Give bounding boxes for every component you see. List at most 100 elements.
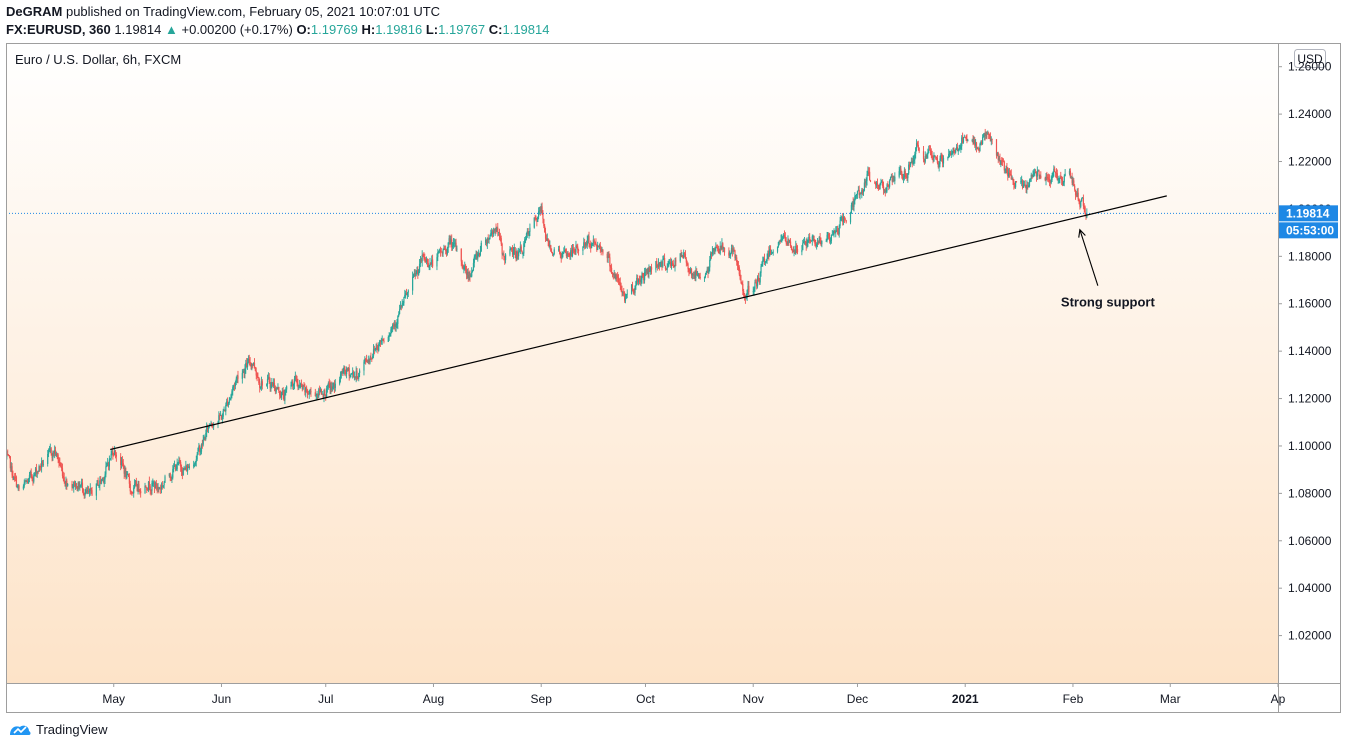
- candle-body: [1038, 170, 1040, 176]
- candle-body: [252, 364, 254, 365]
- candle-body: [541, 206, 543, 214]
- candle-body: [736, 257, 738, 263]
- candle-body: [1027, 185, 1029, 188]
- candle-body: [610, 266, 612, 268]
- candle-body: [351, 373, 353, 375]
- candle-body: [345, 369, 347, 375]
- candle-body: [500, 238, 502, 244]
- candle-body: [805, 242, 807, 246]
- candle-body: [645, 271, 647, 273]
- candle-body: [412, 276, 414, 291]
- candle-body: [527, 231, 529, 235]
- candle-body: [438, 251, 440, 253]
- candle-body: [939, 158, 941, 165]
- candle-body: [591, 243, 593, 249]
- candle-body: [260, 381, 263, 388]
- candle-body: [744, 297, 746, 299]
- candle-body: [202, 439, 204, 445]
- candle-body: [85, 489, 87, 494]
- candle-body: [961, 137, 963, 147]
- candle-body: [1009, 174, 1011, 176]
- candle-body: [425, 259, 428, 263]
- tradingview-brand[interactable]: TradingView: [36, 722, 108, 737]
- candle-body: [549, 245, 551, 248]
- candle-body: [52, 451, 54, 458]
- candle-body: [783, 234, 785, 237]
- candle-body: [716, 247, 719, 249]
- candle-body: [535, 217, 537, 219]
- candle-body: [145, 485, 147, 488]
- candle-body: [632, 289, 634, 293]
- candle-body: [426, 259, 428, 264]
- candle-body: [551, 251, 553, 253]
- candle-body: [299, 385, 301, 387]
- candle-body: [347, 368, 349, 371]
- candle-body: [160, 485, 163, 490]
- candle-body: [689, 270, 691, 273]
- candle-body: [121, 460, 124, 464]
- candle-body: [739, 274, 741, 280]
- candle-body: [279, 395, 282, 398]
- author[interactable]: DeGRAM: [6, 4, 63, 19]
- candle-body: [279, 391, 281, 396]
- candle-body: [764, 262, 766, 263]
- x-tick-label: Aug: [423, 692, 444, 706]
- candle-body: [783, 234, 786, 237]
- candle-body: [839, 220, 841, 226]
- candle-body: [419, 259, 422, 264]
- y-tick-label: 1.14000: [1288, 344, 1332, 358]
- candle-body: [863, 182, 866, 191]
- candle-body: [866, 174, 868, 181]
- candle-body: [38, 466, 40, 472]
- candle-body: [111, 450, 113, 454]
- candle-body: [186, 466, 189, 472]
- candle-body: [796, 248, 799, 253]
- candle-body: [246, 362, 248, 367]
- candle-body: [685, 258, 687, 263]
- candle-body: [884, 189, 886, 193]
- candle-body: [253, 362, 255, 365]
- candle-body: [494, 228, 496, 231]
- candle-body: [393, 323, 395, 326]
- candle-body: [728, 252, 730, 256]
- candle-body: [957, 150, 959, 152]
- candle-body: [210, 423, 212, 425]
- candle-body: [1050, 179, 1052, 183]
- y-tick-label: 1.08000: [1288, 486, 1332, 500]
- candle-body: [234, 382, 236, 387]
- candle-body: [80, 485, 82, 487]
- y-tick-label: 1.26000: [1288, 60, 1332, 74]
- candle-body: [743, 291, 745, 296]
- candle-body: [231, 391, 233, 395]
- candle-body: [428, 266, 430, 268]
- candle-body: [786, 243, 788, 245]
- candle-body: [237, 375, 239, 379]
- candle-body: [281, 391, 283, 394]
- candle-body: [975, 142, 978, 149]
- candle-body: [308, 393, 310, 395]
- candle-body: [176, 463, 178, 470]
- x-tick-label: Mar: [1160, 692, 1181, 706]
- candle-body: [1002, 161, 1005, 163]
- candle-body: [948, 152, 951, 154]
- candle-body: [889, 180, 891, 187]
- candle-body: [780, 239, 782, 242]
- candle-body: [181, 472, 183, 476]
- candle-body: [47, 450, 50, 455]
- candle-body: [795, 245, 797, 254]
- candle-body: [442, 250, 444, 254]
- candle-body: [756, 282, 758, 287]
- candle-body: [656, 261, 658, 265]
- candle-body: [808, 236, 810, 242]
- support-trendline: [110, 195, 1167, 451]
- candle-body: [540, 206, 542, 212]
- candle-body: [97, 480, 99, 486]
- candle-body: [223, 409, 225, 411]
- candle-body: [891, 175, 893, 182]
- candle-body: [344, 366, 346, 370]
- candle-body: [937, 162, 939, 168]
- candle-body: [951, 153, 953, 155]
- publisher-line: DeGRAM published on TradingView.com, Feb…: [6, 4, 440, 19]
- candle-body: [1056, 173, 1058, 181]
